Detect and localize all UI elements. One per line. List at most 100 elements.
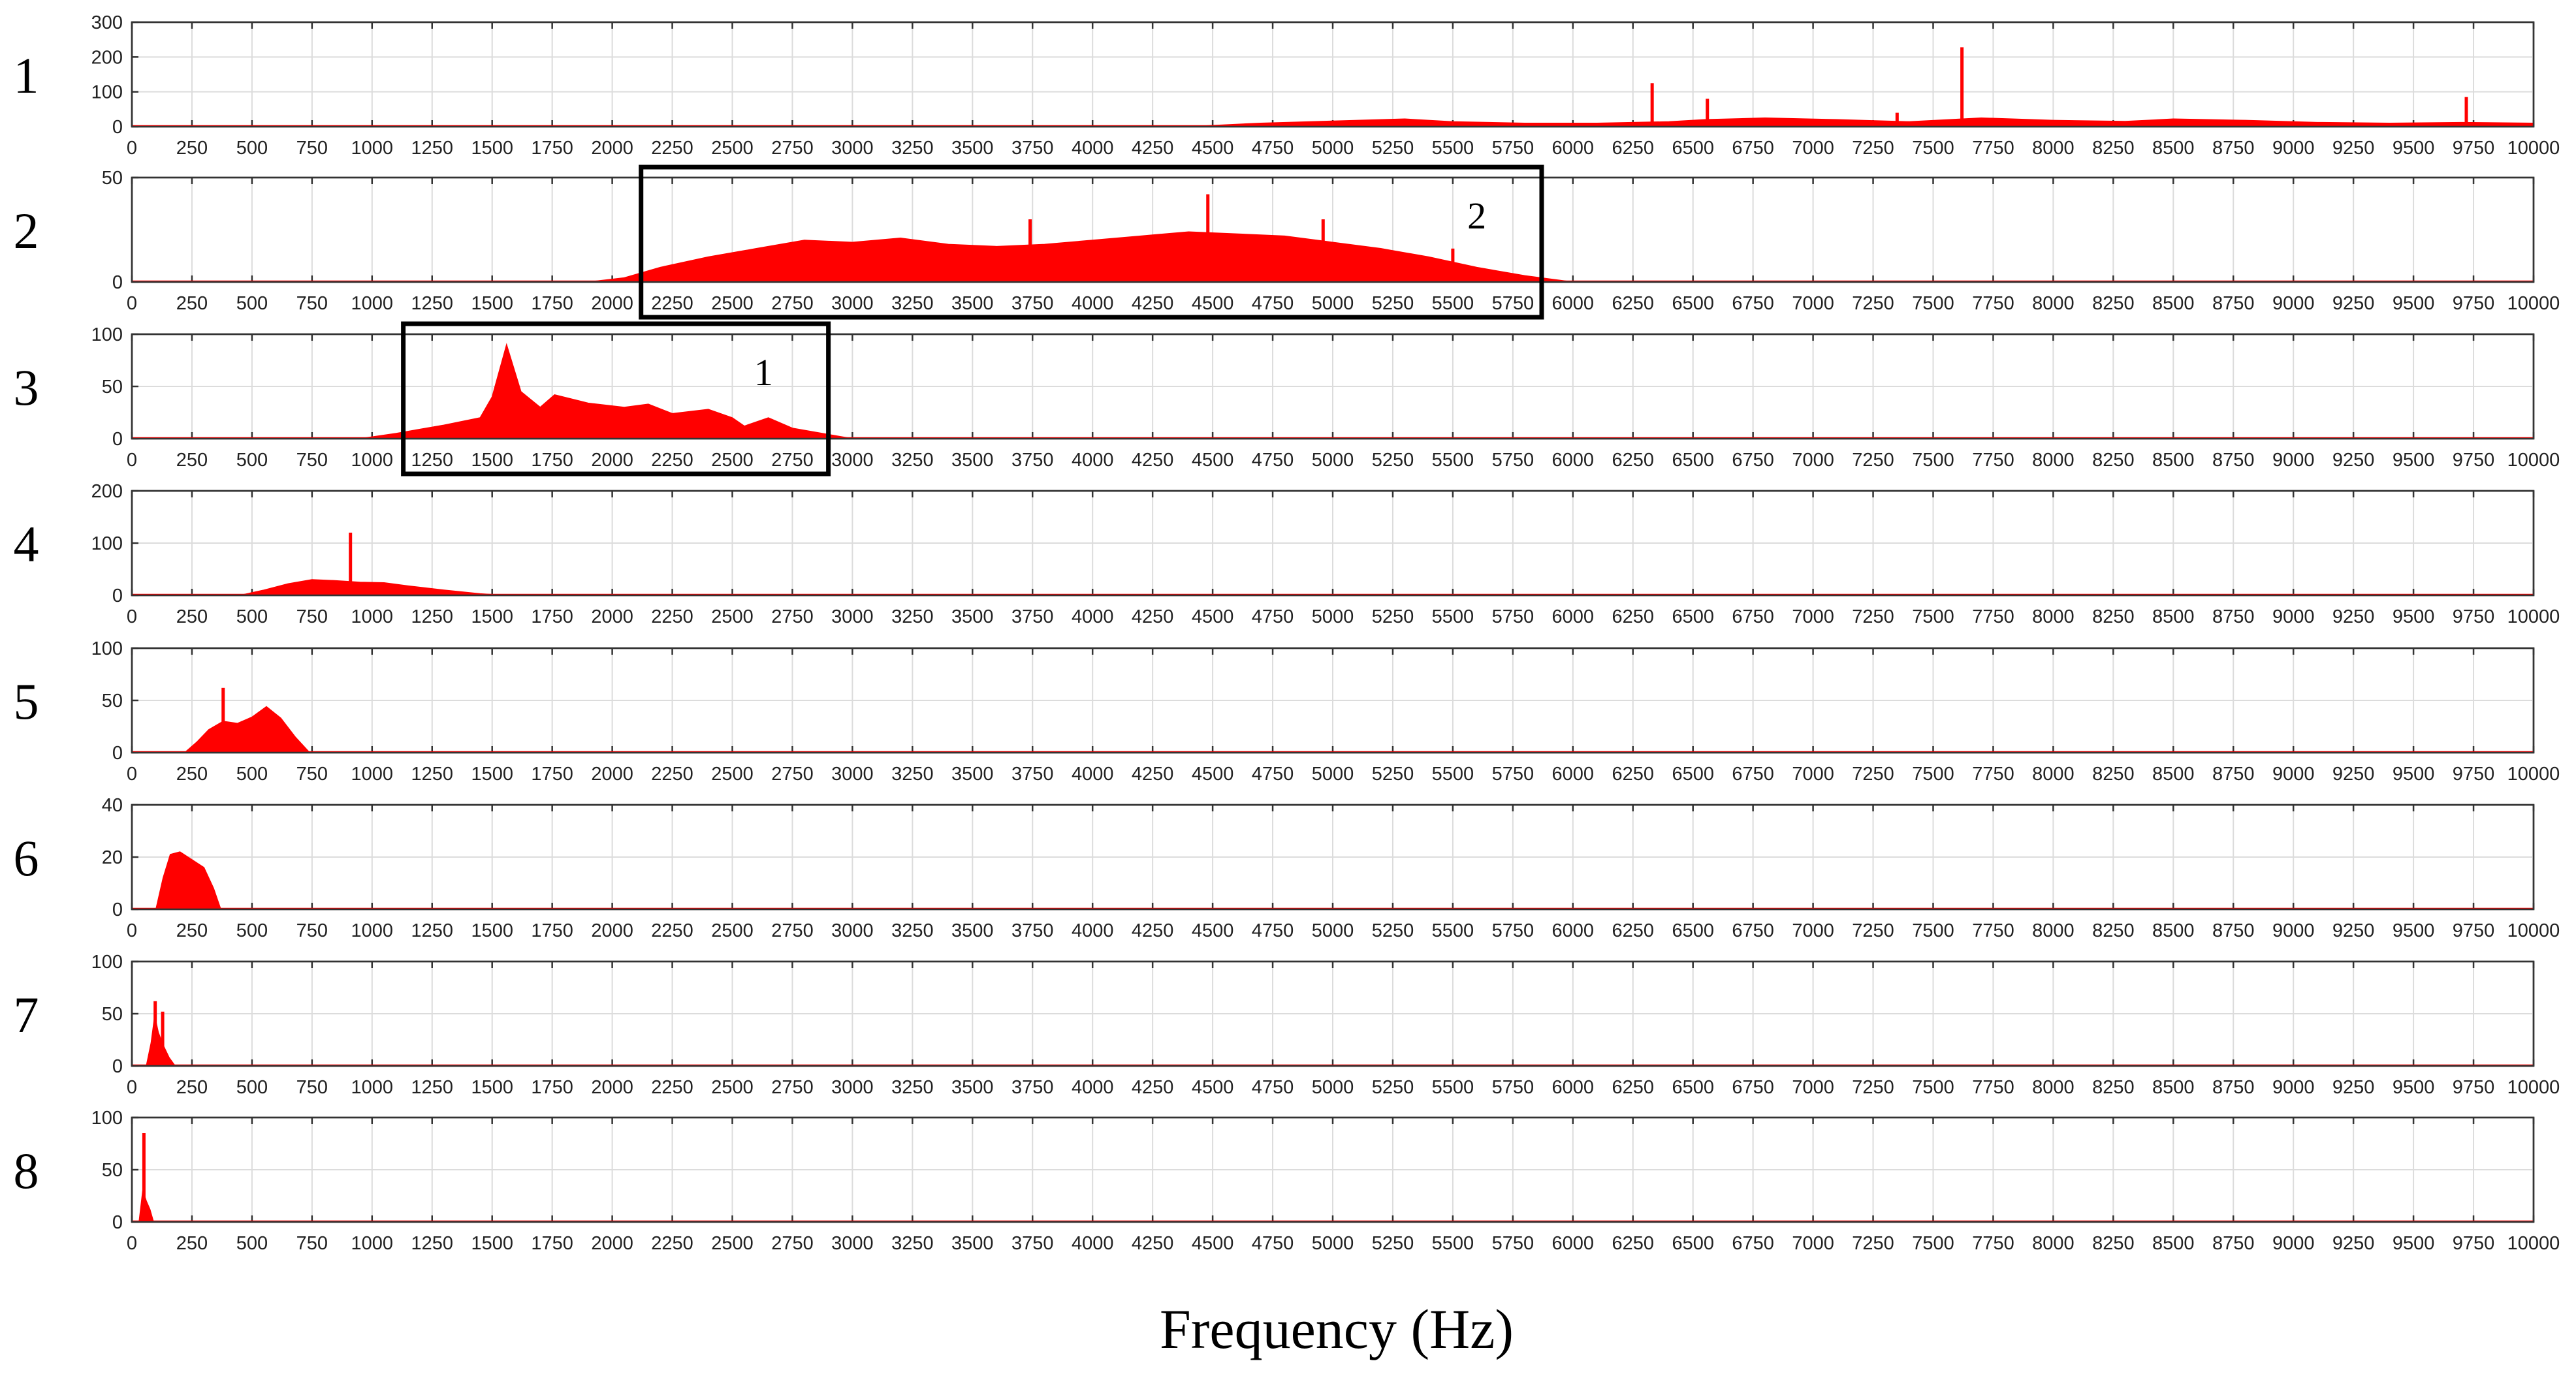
y-tick-label: 200	[91, 47, 123, 68]
x-tick-label: 10000	[2507, 293, 2560, 314]
x-tick-label: 3500	[951, 606, 994, 627]
x-tick-label: 2750	[771, 1233, 814, 1254]
x-tick-label: 4250	[1132, 450, 1174, 471]
x-tick-label: 500	[236, 920, 268, 941]
x-tick-label: 6500	[1672, 764, 1714, 785]
x-tick-label: 7750	[1972, 293, 2014, 314]
x-tick-label: 5750	[1492, 764, 1534, 785]
x-tick-label: 3000	[831, 920, 874, 941]
x-tick-label: 5500	[1432, 606, 1474, 627]
spectrum-peak	[1960, 47, 1964, 127]
x-tick-label: 6250	[1612, 1077, 1654, 1098]
x-tick-label: 750	[296, 1077, 328, 1098]
x-tick-label: 250	[176, 920, 208, 941]
x-tick-label: 2250	[651, 1233, 693, 1254]
x-tick-label: 250	[176, 138, 208, 159]
x-tick-label: 4000	[1072, 1233, 1114, 1254]
x-tick-label: 2750	[771, 450, 814, 471]
y-tick-label: 50	[102, 168, 123, 189]
x-tick-label: 4750	[1252, 1233, 1294, 1254]
x-tick-label: 5000	[1312, 450, 1354, 471]
x-tick-label: 5750	[1492, 1233, 1534, 1254]
x-tick-label: 7750	[1972, 138, 2014, 159]
x-tick-label: 6750	[1732, 1233, 1774, 1254]
spectrum-peak	[1206, 194, 1210, 282]
x-tick-label: 5250	[1372, 1233, 1414, 1254]
x-tick-label: 7750	[1972, 764, 2014, 785]
y-tick-label: 100	[91, 952, 123, 973]
x-tick-label: 8500	[2152, 138, 2195, 159]
x-tick-label: 6500	[1672, 450, 1714, 471]
x-tick-label: 6250	[1612, 764, 1654, 785]
x-tick-label: 3500	[951, 1077, 994, 1098]
x-tick-label: 9500	[2393, 293, 2435, 314]
x-tick-label: 8250	[2092, 1233, 2135, 1254]
x-tick-label: 2000	[591, 606, 633, 627]
y-tick-label: 50	[102, 1160, 123, 1181]
x-tick-label: 4750	[1252, 293, 1294, 314]
x-tick-label: 1250	[411, 138, 453, 159]
x-tick-label: 1500	[471, 293, 513, 314]
y-tick-label: 0	[112, 429, 123, 450]
y-tick-label: 200	[91, 481, 123, 502]
plot-border	[131, 804, 2535, 911]
x-tick-label: 0	[127, 293, 137, 314]
x-tick-label: 8000	[2032, 1077, 2075, 1098]
x-tick-label: 6000	[1552, 450, 1595, 471]
x-tick-label: 4250	[1132, 1233, 1174, 1254]
y-tick-label: 100	[91, 324, 123, 345]
x-tick-label: 10000	[2507, 450, 2560, 471]
y-tick-label: 0	[112, 272, 123, 293]
spectrum-peak	[1706, 99, 1709, 127]
x-tick-label: 2000	[591, 450, 633, 471]
x-tick-label: 3000	[831, 606, 874, 627]
x-tick-label: 750	[296, 920, 328, 941]
x-tick-label: 3750	[1011, 1233, 1054, 1254]
x-tick-label: 250	[176, 1077, 208, 1098]
x-tick-label: 5500	[1432, 138, 1474, 159]
x-tick-label: 8500	[2152, 764, 2195, 785]
x-tick-label: 1000	[351, 1077, 394, 1098]
x-tick-label: 5750	[1492, 920, 1534, 941]
x-tick-label: 7000	[1792, 764, 1834, 785]
x-tick-label: 250	[176, 1233, 208, 1254]
x-tick-label: 4000	[1072, 764, 1114, 785]
x-tick-label: 2500	[711, 764, 754, 785]
x-tick-label: 5000	[1312, 138, 1354, 159]
spectrum-panel-8: 0 250 500 750 1000 1250 1500 1750 2000 2250 2500 27…	[14, 1108, 2560, 1254]
x-tick-label: 3250	[891, 450, 934, 471]
x-tick-label: 4500	[1192, 450, 1234, 471]
x-tick-label: 1250	[411, 293, 453, 314]
x-tick-label: 2750	[771, 138, 814, 159]
x-tick-label: 750	[296, 293, 328, 314]
y-tick-label: 100	[91, 638, 123, 659]
x-tick-label: 8500	[2152, 606, 2195, 627]
y-tick-label: 40	[102, 795, 123, 816]
x-tick-label: 2750	[771, 764, 814, 785]
x-tick-label: 750	[296, 764, 328, 785]
spectrum-peak	[2464, 97, 2468, 127]
x-tick-label: 1750	[531, 293, 573, 314]
x-tick-label: 6750	[1732, 764, 1774, 785]
x-tick-label: 7000	[1792, 293, 1834, 314]
spectrum-peak	[1321, 219, 1325, 282]
x-tick-label: 1750	[531, 764, 573, 785]
panel-label: 5	[14, 673, 39, 730]
x-tick-label: 2000	[591, 138, 633, 159]
x-tick-label: 8250	[2092, 920, 2135, 941]
x-tick-label: 3750	[1011, 450, 1054, 471]
x-tick-label: 7500	[1912, 293, 1954, 314]
x-tick-label: 5250	[1372, 450, 1414, 471]
x-tick-label: 9000	[2272, 450, 2315, 471]
x-tick-label: 6750	[1732, 606, 1774, 627]
x-tick-label: 1000	[351, 1233, 394, 1254]
y-tick-label: 0	[112, 117, 123, 138]
x-tick-label: 1000	[351, 293, 394, 314]
x-tick-label: 10000	[2507, 764, 2560, 785]
x-tick-label: 3500	[951, 764, 994, 785]
x-tick-label: 5250	[1372, 920, 1414, 941]
y-tick-label: 0	[112, 743, 123, 764]
x-tick-label: 9000	[2272, 606, 2315, 627]
x-tick-label: 5250	[1372, 138, 1414, 159]
x-tick-label: 1250	[411, 764, 453, 785]
